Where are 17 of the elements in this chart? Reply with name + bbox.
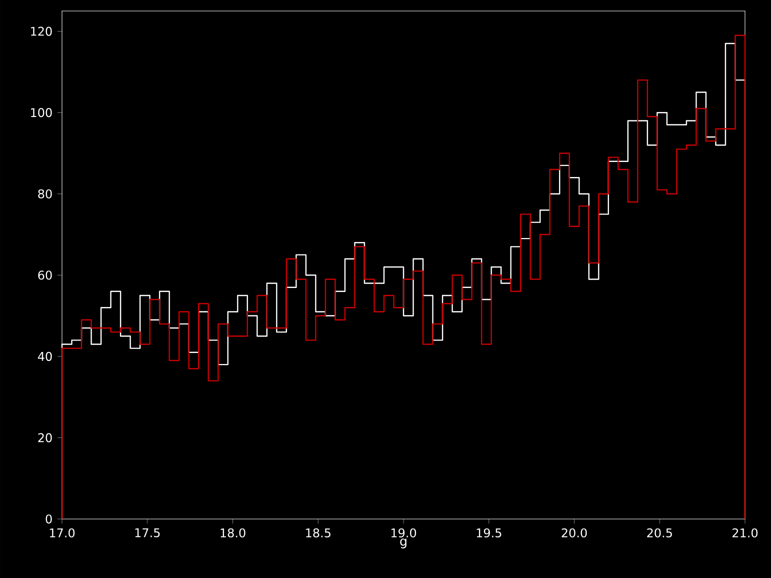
x-axis-title: g [400,538,406,548]
x-tick-label: 21.0 [732,528,758,538]
x-tick-label: 19.5 [476,528,502,538]
x-tick-label: 20.5 [647,528,672,538]
y-tick-label: 40 [38,352,52,361]
x-tick-label: 18.0 [220,528,246,538]
y-tick-label: 100 [31,108,52,118]
x-tick-label: 19.0 [391,528,416,538]
x-tick-label: 17.0 [50,528,75,538]
x-tick-label: 17.5 [135,528,160,538]
x-tick-label: 20.0 [562,528,587,538]
y-tick-label: 120 [31,26,52,36]
y-tick-label: 80 [38,189,52,198]
x-tick-label: 18.5 [306,528,330,538]
y-tick-label: 20 [38,433,52,442]
y-tick-label: 0 [46,514,52,524]
y-tick-label: 60 [38,270,52,280]
